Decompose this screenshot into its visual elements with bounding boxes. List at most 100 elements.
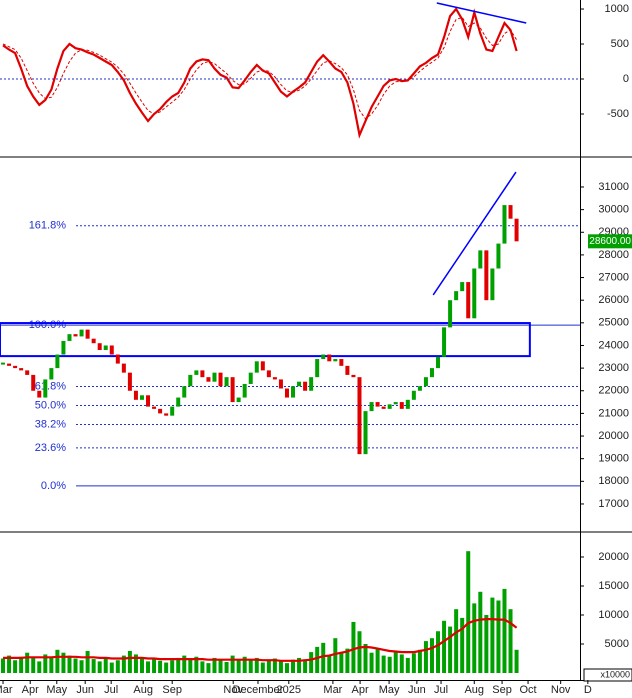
candle (363, 411, 368, 455)
candle (508, 205, 513, 219)
volume-bar (442, 620, 447, 673)
candle (85, 329, 90, 339)
volume-bar (490, 597, 495, 673)
volume-bar (460, 617, 465, 673)
x-tick-label: Apr (22, 684, 39, 696)
volume-bar (37, 661, 42, 673)
candle (303, 381, 308, 391)
trendline (436, 2, 527, 24)
candle (484, 250, 489, 301)
volume-bar (309, 652, 314, 673)
volume-bar (133, 654, 138, 673)
y-tick-label: 26000 (598, 294, 629, 306)
y-tick-label: 20000 (598, 551, 629, 563)
x-tick-label: Jun (408, 684, 426, 696)
candle (43, 379, 48, 398)
candle (369, 402, 374, 412)
y-tick-label: 23000 (598, 362, 629, 374)
volume-bar (115, 660, 120, 673)
candle (297, 381, 302, 387)
y-tick-label: 10000 (598, 609, 629, 621)
volume-bar (164, 662, 169, 673)
x-tick-label: Sep (162, 684, 182, 696)
volume-bar (321, 642, 326, 673)
fib-label: 50.0% (35, 399, 66, 411)
candle (357, 377, 362, 455)
candle (218, 372, 223, 387)
volume-bar (260, 662, 265, 673)
volume-bar (224, 661, 229, 673)
candle (399, 402, 404, 409)
candle (103, 345, 108, 350)
fib-label: 0.0% (41, 480, 66, 492)
y-tick-label: 30000 (598, 204, 629, 216)
candle (284, 388, 289, 398)
x-tick-label: December (233, 684, 284, 696)
volume-bar (236, 659, 241, 673)
volume-bar (1, 658, 6, 673)
y-tick-label: 28000 (598, 249, 629, 261)
volume-bar (121, 655, 126, 673)
volume-bar (387, 656, 392, 673)
volume-bar (466, 551, 471, 673)
candle (496, 243, 501, 269)
candle (309, 377, 314, 391)
volume-bar (19, 656, 24, 673)
volume-bar (484, 614, 489, 673)
fib-label: 161.8% (29, 220, 67, 232)
volume-bar (254, 657, 259, 673)
volume-bar (369, 652, 374, 673)
volume-bar (194, 656, 199, 673)
candle (194, 370, 199, 375)
volume-bar (49, 656, 54, 673)
volume-bar (266, 660, 271, 673)
candle (115, 354, 120, 364)
y-tick-label: 17000 (598, 498, 629, 510)
volume-bar (278, 661, 283, 673)
candle (460, 282, 465, 292)
volume-bar (212, 657, 217, 673)
candle (345, 365, 350, 375)
volume-bar (508, 609, 513, 673)
volume-bar (472, 603, 477, 673)
volume-bar (345, 648, 350, 673)
candle (266, 370, 271, 378)
candle (61, 340, 66, 355)
candle (224, 377, 229, 387)
volume-bar (13, 660, 18, 673)
volume-bar (478, 591, 483, 673)
candle (121, 363, 126, 373)
volume-bar (411, 653, 416, 673)
volume-bar (85, 650, 90, 673)
volume-bar (272, 658, 277, 673)
y-tick-label: 25000 (598, 317, 629, 329)
fib-label: 38.2% (35, 418, 66, 430)
candle (13, 365, 18, 369)
volume-bar (436, 631, 441, 673)
candle (490, 268, 495, 301)
candle (170, 406, 175, 416)
y-tick-label: 1000 (605, 3, 629, 15)
candle (351, 374, 356, 378)
volume-bar (139, 657, 144, 673)
candle (466, 282, 471, 319)
candle (7, 363, 12, 366)
candle (333, 359, 338, 362)
volume-bar (55, 649, 60, 673)
volume-bar (405, 657, 410, 673)
x-tick-label: Jun (76, 684, 94, 696)
x-tick-label: Sep (492, 684, 512, 696)
y-tick-label: 5000 (605, 638, 629, 650)
candle (436, 356, 441, 369)
candle (478, 250, 483, 269)
unit-box (583, 668, 632, 682)
candle (152, 406, 157, 409)
candle (260, 361, 265, 371)
volume-bar (146, 661, 151, 673)
candle (164, 413, 169, 416)
x-tick-label: D (584, 684, 592, 696)
volume-bar (25, 652, 30, 673)
volume-bar (200, 661, 205, 673)
y-tick-label: 0 (623, 73, 629, 85)
candle (212, 372, 217, 382)
